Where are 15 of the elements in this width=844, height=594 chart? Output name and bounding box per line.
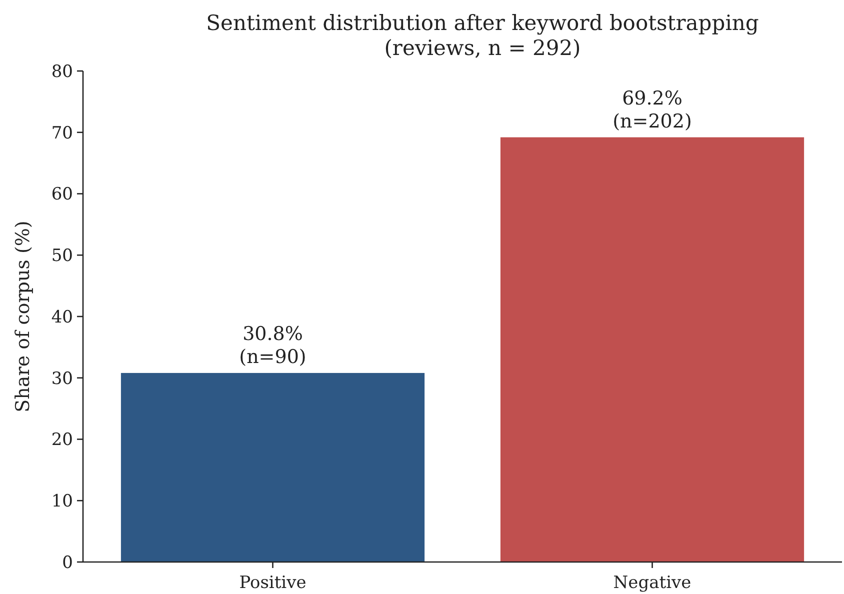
data-label: 69.2% (n=202): [612, 87, 692, 132]
y-tick-label: 20: [51, 430, 73, 450]
y-tick-label: 0: [62, 552, 73, 573]
y-tick-label: 80: [51, 62, 73, 82]
y-tick-label: 30: [51, 368, 73, 389]
y-tick-label: 40: [51, 307, 73, 328]
y-tick-label: 60: [51, 184, 73, 205]
y-tick-label: 50: [51, 246, 73, 266]
x-tick-label: Negative: [613, 573, 692, 593]
y-axis-title: Share of corpus (%): [12, 220, 34, 412]
y-tick-label: 70: [51, 123, 73, 144]
y-tick-label: 10: [51, 492, 73, 512]
chart-title: Sentiment distribution after keyword bootstrapping (reviews, n = 292): [206, 11, 759, 60]
data-label: 30.8% (n=90): [239, 323, 306, 368]
x-tick-label: Positive: [239, 573, 306, 593]
